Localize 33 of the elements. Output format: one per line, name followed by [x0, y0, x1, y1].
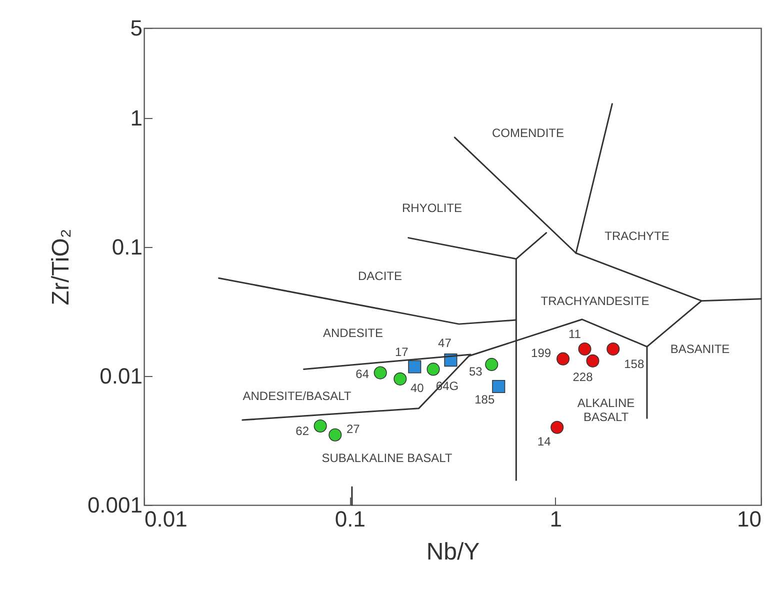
annotation: ANDESITE — [322, 326, 384, 340]
annotation: 11 — [568, 327, 582, 342]
x-tick-label: 0.1 — [334, 506, 366, 532]
annotation: COMENDITE — [492, 126, 564, 140]
annotation: 158 — [624, 357, 644, 372]
x-axis-title: Nb/Y — [426, 538, 480, 566]
y-tick-label: 0.1 — [112, 234, 142, 260]
annotation: DACITE — [358, 269, 402, 283]
x-tick-label: 10 — [737, 506, 762, 532]
annotation: 27 — [346, 422, 360, 436]
annotation: SUBALKALINE BASALT — [322, 451, 453, 465]
y-tick-label: 5 — [130, 16, 142, 40]
annotation: 40 — [410, 380, 424, 395]
y-tick-label: 0.001 — [87, 492, 142, 518]
y-axis-title: Zr/TiO₂ — [47, 228, 74, 306]
annotation: 14 — [537, 434, 552, 448]
x-tick-label: 1 — [550, 506, 562, 532]
y-tick-label: 1 — [130, 106, 142, 131]
annotation: ALKALINE BASALT — [577, 396, 635, 424]
annotation: 62 — [296, 424, 310, 438]
annotation: ANDESITE/BASALT — [242, 389, 352, 403]
annotation: TRACHYTE — [604, 229, 670, 243]
annotation: 17 — [394, 344, 409, 359]
annotation: 185 — [474, 392, 495, 406]
annotation: 47 — [438, 336, 452, 350]
y-tick-label: 0.01 — [100, 364, 142, 389]
annotation: 228 — [572, 370, 594, 384]
annotation: TRACHYANDESITE — [540, 294, 650, 308]
annotation: BASANITE — [670, 342, 730, 356]
annotation: RHYOLITE — [402, 201, 462, 215]
annotation: 53 — [468, 364, 483, 378]
annotation: 64 — [356, 366, 370, 381]
annotation: 199 — [531, 346, 552, 360]
